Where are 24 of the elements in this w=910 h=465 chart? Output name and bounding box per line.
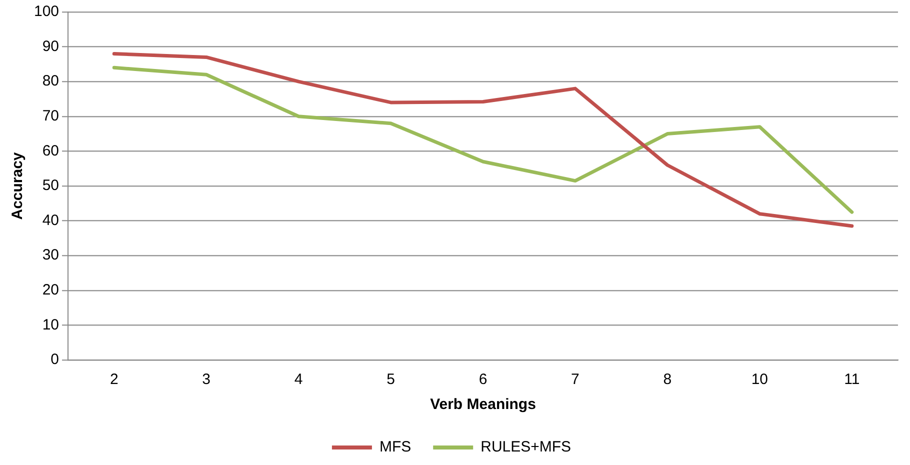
y-tick-label: 80 (42, 72, 60, 90)
x-tick-label: 5 (386, 371, 395, 388)
x-tick-label: 6 (478, 371, 488, 388)
x-axis-title: Verb Meanings (430, 396, 536, 414)
y-tick-label: 40 (42, 212, 60, 229)
legend-label: MFS (379, 438, 412, 456)
x-tick-label: 2 (110, 371, 118, 388)
x-tick-label: 7 (571, 371, 580, 388)
y-tick-label: 20 (42, 282, 60, 299)
x-tick-label: 4 (294, 371, 303, 388)
y-tick-label: 60 (42, 142, 60, 160)
y-tick-label: 70 (42, 108, 60, 125)
x-tick-label: 11 (844, 371, 860, 388)
y-tick-label: 50 (42, 177, 60, 194)
y-axis-title: Accuracy (9, 152, 26, 220)
y-tick-label: 10 (42, 316, 60, 334)
x-tick-label: 8 (663, 371, 672, 388)
y-tick-label: 90 (42, 38, 60, 55)
y-tick-label: 0 (50, 351, 60, 368)
legend-label: RULES+MFS (480, 438, 572, 456)
x-tick-label: 3 (202, 371, 211, 388)
x-tick-label: 10 (751, 371, 768, 388)
y-tick-label: 30 (42, 246, 60, 264)
y-tick-label: 100 (34, 3, 60, 20)
